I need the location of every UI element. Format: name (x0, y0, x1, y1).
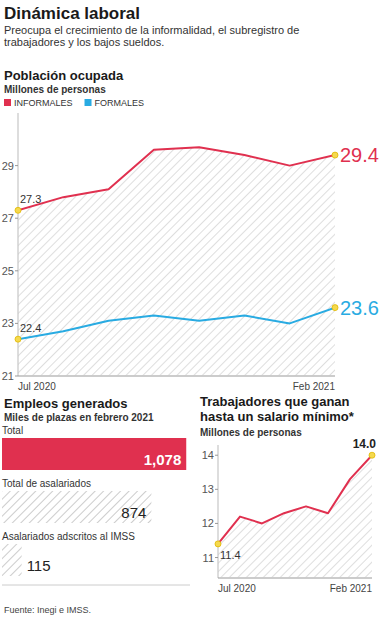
value-label: 23.6 (340, 297, 379, 319)
x-tick-label: Feb 2021 (293, 381, 336, 392)
page-subtitle: Preocupa el crecimiento de la informalid… (4, 24, 299, 48)
y-tick (15, 323, 18, 324)
chart-title: Población ocupada (4, 68, 124, 83)
y-tick-label: 14 (202, 449, 214, 461)
x-axis-line (2, 585, 190, 586)
end-marker (215, 541, 221, 547)
value-label: 29.4 (340, 144, 379, 166)
chart-subtitle: Millones de personas (200, 427, 302, 438)
bar (2, 438, 186, 470)
text-line: hasta un salario mínimo* (200, 409, 355, 424)
area-hatch (218, 455, 372, 578)
y-tick (215, 489, 218, 490)
x-tick-label: Jul 2020 (18, 381, 56, 392)
source: Fuente: Inegi e IMSS. (4, 605, 91, 615)
area-hatch (18, 147, 335, 376)
value-label: 22.4 (20, 322, 41, 334)
y-tick-label: 27 (2, 212, 14, 224)
chart-subtitle: Miles de plazas en febrero 2021 (4, 412, 154, 423)
chart-subtitle: Millones de personas (4, 84, 106, 95)
value-label: 27.3 (20, 193, 41, 205)
value-label: 1,078 (144, 451, 182, 468)
bar (2, 544, 22, 576)
end-marker (15, 336, 21, 342)
chart-title: Trabajadores que gananhasta un salario m… (200, 394, 355, 424)
page: Dinámica laboralPreocupa el crecimiento … (0, 0, 385, 620)
category-label: Total de asalariados (2, 478, 91, 489)
y-tick (15, 270, 18, 271)
y-tick (15, 165, 18, 166)
y-tick (15, 218, 18, 219)
plot-area (18, 147, 335, 376)
y-tick-label: 29 (2, 160, 14, 172)
y-tick (215, 455, 218, 456)
end-marker (369, 452, 375, 458)
value-label: 874 (121, 504, 146, 521)
y-tick (215, 523, 218, 524)
chart-title: Empleos generados (4, 396, 128, 411)
line (18, 308, 335, 340)
end-marker (332, 305, 338, 311)
x-tick-label: Jul 2020 (218, 583, 256, 594)
plot-area (218, 455, 372, 578)
y-tick-label: 21 (2, 370, 14, 382)
legend-label: FORMALES (95, 98, 145, 108)
value-label: 115 (27, 557, 51, 574)
y-tick-label: 12 (202, 517, 214, 529)
end-marker (15, 207, 21, 213)
text-line: trabajadores y los bajos sueldos. (4, 36, 164, 48)
bar (2, 491, 151, 523)
value-label: 14.0 (353, 437, 377, 451)
line (18, 147, 335, 210)
x-tick-label: Feb 2021 (330, 583, 373, 594)
legend-label: INFORMALES (14, 98, 73, 108)
category-label: Asalariados adscritos al IMSS (2, 531, 135, 542)
y-tick (215, 557, 218, 558)
y-tick-label: 13 (202, 483, 214, 495)
text-line: Preocupa el crecimiento de la informalid… (4, 24, 299, 36)
y-tick (15, 376, 18, 377)
text-line: Trabajadores que ganan (200, 394, 350, 409)
plot-area (2, 438, 186, 576)
value-label: 11.4 (220, 549, 241, 561)
line (218, 455, 372, 544)
end-marker (332, 152, 338, 158)
y-tick-label: 23 (2, 317, 14, 329)
category-label: Total (2, 425, 23, 436)
y-tick-label: 11 (203, 552, 214, 564)
legend-swatch (4, 99, 11, 106)
y-tick-label: 25 (2, 265, 14, 277)
page-title: Dinámica laboral (4, 4, 140, 23)
legend-swatch (85, 99, 92, 106)
